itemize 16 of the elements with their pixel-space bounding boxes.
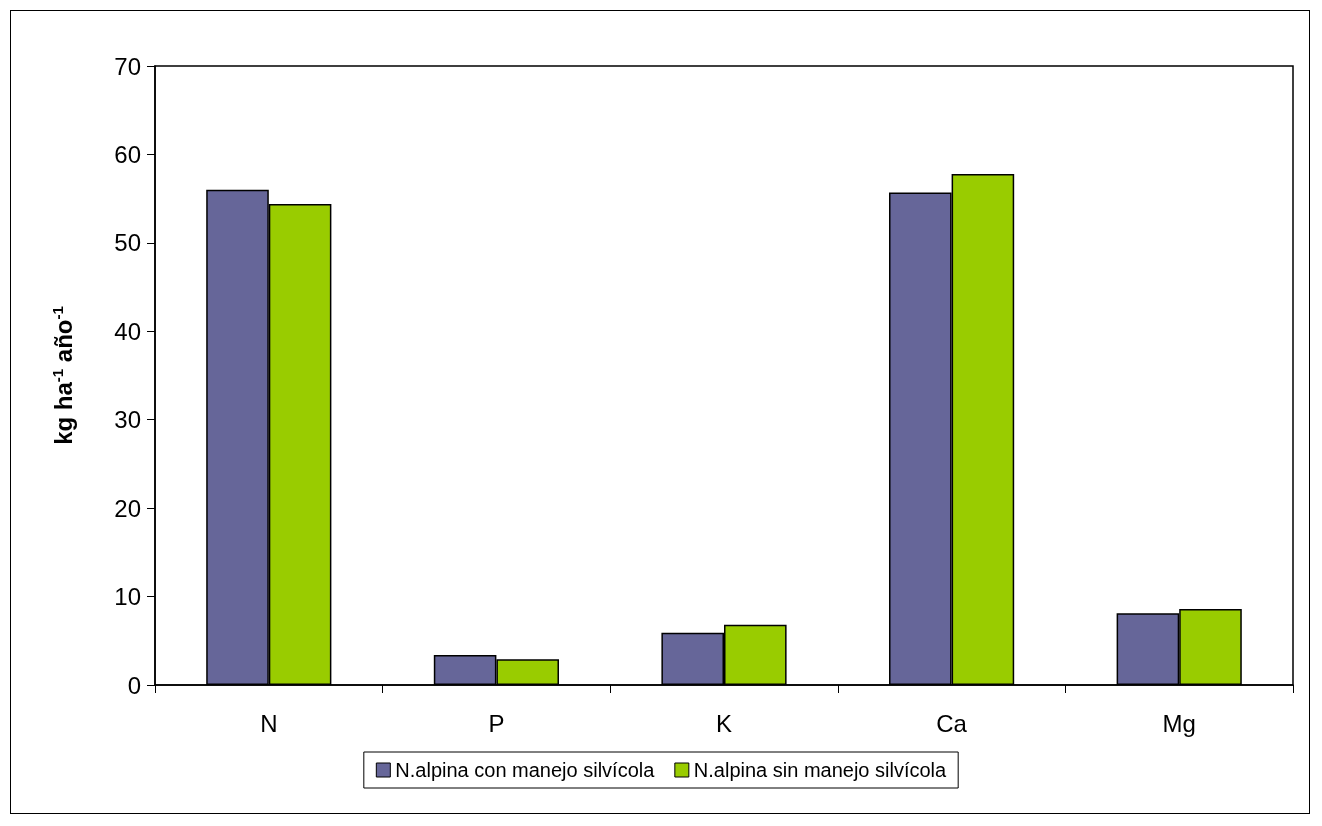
legend-label: N.alpina con manejo silvícola bbox=[395, 759, 656, 781]
y-tick-label: 40 bbox=[114, 317, 141, 345]
y-tick-label: 60 bbox=[114, 140, 141, 168]
x-tick-label: Mg bbox=[1162, 709, 1196, 737]
x-tick-label: Ca bbox=[936, 709, 968, 737]
y-tick-label: 70 bbox=[114, 52, 141, 80]
y-tick-label: 10 bbox=[114, 583, 141, 611]
y-tick-label: 50 bbox=[114, 229, 141, 257]
y-tick-label: 20 bbox=[114, 494, 141, 522]
y-axis-title: kg ha-1 año-1 bbox=[49, 306, 77, 445]
legend-label: N.alpina sin manejo silvícola bbox=[693, 759, 948, 781]
x-tick-label: P bbox=[488, 709, 505, 737]
y-tick-label: 30 bbox=[114, 406, 141, 434]
y-tick-label: 0 bbox=[127, 671, 141, 699]
x-tick-label: N bbox=[260, 709, 278, 737]
x-tick-label: K bbox=[715, 709, 733, 737]
